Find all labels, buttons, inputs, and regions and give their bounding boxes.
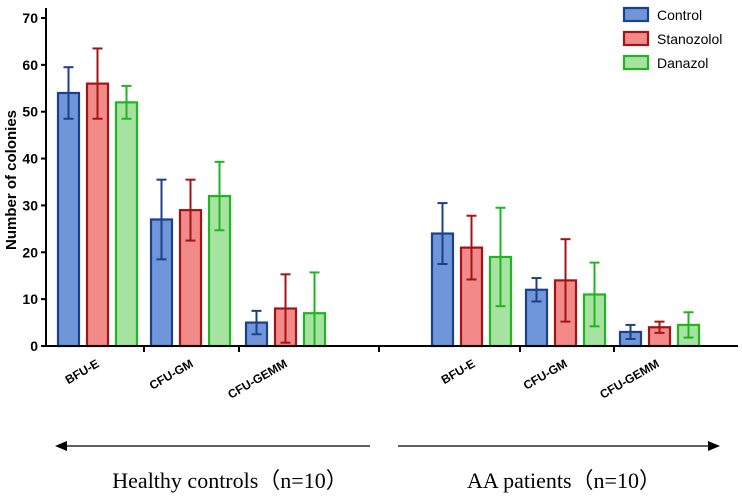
left-arrowhead <box>55 441 67 451</box>
bar-control-bfu-e <box>56 91 81 348</box>
y-tick-label: 40 <box>22 151 38 167</box>
legend-swatch-stanozolol <box>622 30 650 47</box>
y-tick-label: 20 <box>22 244 38 260</box>
legend-swatch-control <box>622 6 650 23</box>
legend-label-danazol: Danazol <box>657 55 708 71</box>
y-tick-label: 30 <box>22 197 38 213</box>
x-tick-label: CFU-GM <box>521 356 570 392</box>
group-label-healthy-controls: Healthy controls（n=10） <box>112 468 347 493</box>
y-tick-label: 50 <box>22 104 38 120</box>
x-tick-label: BFU-E <box>63 356 102 386</box>
legend-label-stanozolol: Stanozolol <box>657 31 722 47</box>
y-tick-label: 60 <box>22 57 38 73</box>
x-tick-label: CFU-GM <box>147 356 196 392</box>
x-tick-label: BFU-E <box>439 356 478 386</box>
right-arrowhead <box>708 441 720 451</box>
bar-danazol-bfu-e <box>114 101 139 348</box>
x-tick-label: CFU-GEMM <box>597 356 661 401</box>
y-tick-label: 10 <box>22 291 38 307</box>
y-tick-label: 0 <box>30 338 38 354</box>
x-tick-label: CFU-GEMM <box>225 356 289 401</box>
legend-label-control: Control <box>657 7 702 23</box>
legend-swatch-danazol <box>622 54 650 71</box>
group-label-aa-patients: AA patients（n=10） <box>467 468 661 493</box>
y-axis-label: Number of colonies <box>3 110 20 250</box>
y-tick-label: 70 <box>22 10 38 26</box>
bar-stanozolol-bfu-e <box>85 82 110 348</box>
